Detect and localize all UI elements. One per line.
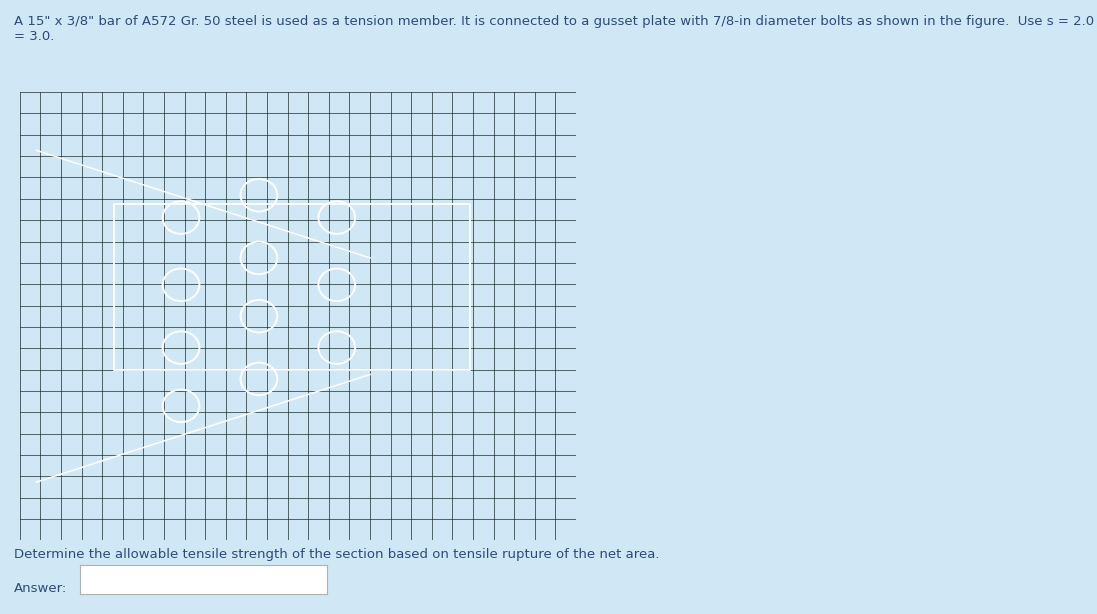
Text: Answer:: Answer: [14, 582, 68, 595]
Text: A 15" x 3/8" bar of A572 Gr. 50 steel is used as a tension member. It is connect: A 15" x 3/8" bar of A572 Gr. 50 steel is… [14, 15, 1097, 44]
Text: Determine the allowable tensile strength of the section based on tensile rupture: Determine the allowable tensile strength… [14, 548, 659, 561]
Bar [114, 204, 471, 370]
